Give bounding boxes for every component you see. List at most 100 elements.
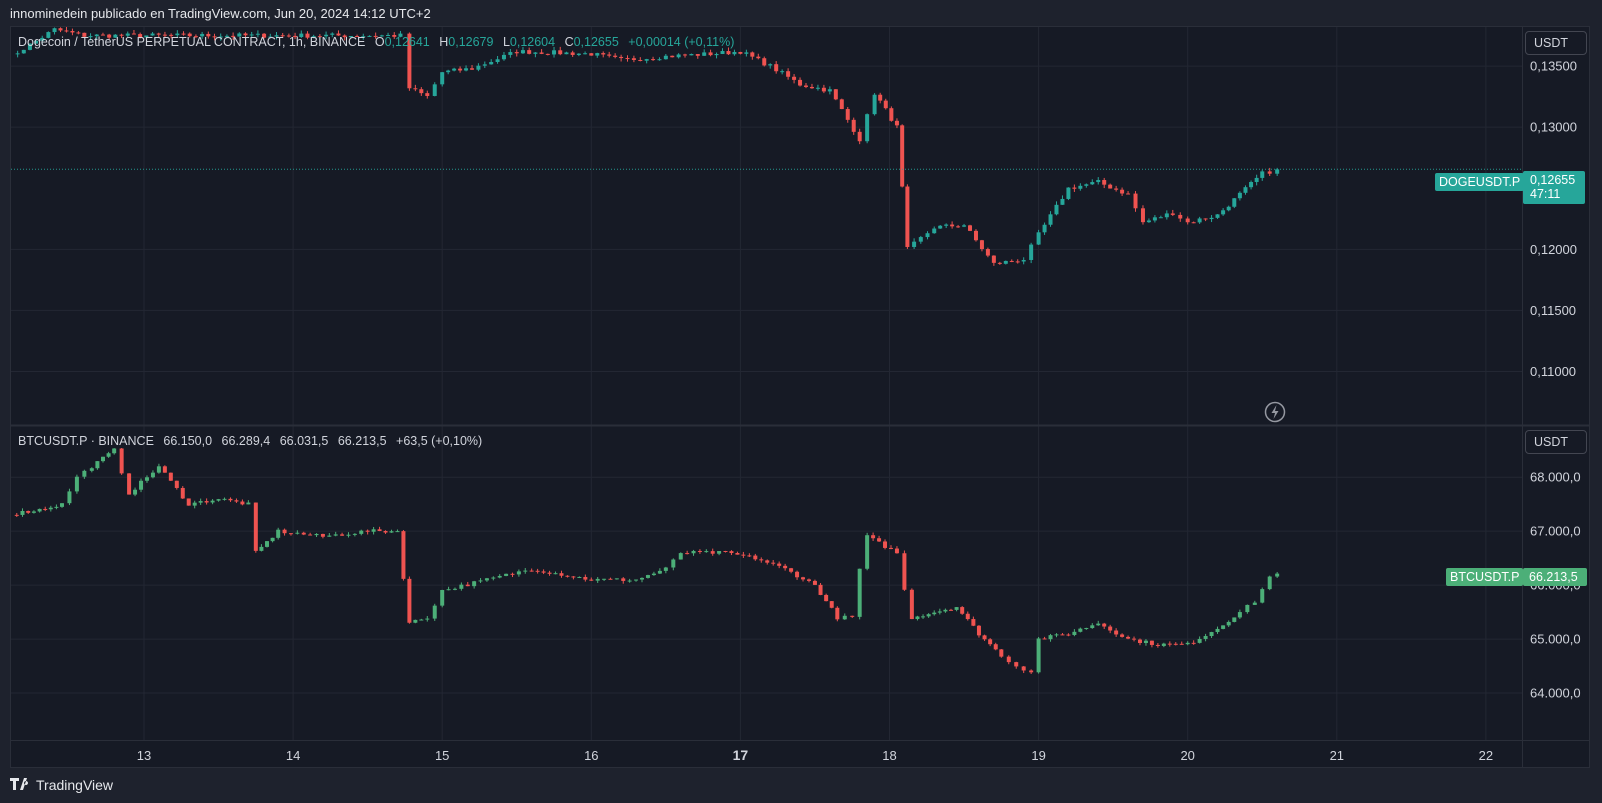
doge-candle-body (1170, 213, 1175, 215)
btc-candle (491, 576, 496, 581)
btc-candle (932, 610, 937, 616)
btc-candle (723, 550, 728, 553)
doge-candle (70, 28, 75, 36)
doge-candle-body (756, 56, 761, 59)
btc-candle-body (1237, 612, 1242, 618)
btc-candle (982, 634, 987, 641)
btc-candle-body (577, 576, 582, 578)
x-tick-label: 20 (1180, 748, 1194, 763)
btc-candle-body (67, 491, 72, 504)
doge-candle (64, 27, 69, 33)
btc-candle-body (909, 589, 914, 620)
doge-candle (663, 53, 668, 60)
doge-candle-body (1221, 210, 1226, 215)
doge-candle-body (317, 36, 322, 38)
doge-candle (576, 53, 581, 57)
doge-candle-body (625, 58, 630, 60)
btc-candle-body (1096, 623, 1101, 626)
doge-candle (570, 50, 575, 57)
btc-candle-body (921, 616, 926, 618)
doge-candle (40, 35, 45, 45)
doge-candle (997, 261, 1002, 265)
doge-candle (336, 30, 341, 36)
btc-candle-body (59, 503, 64, 507)
btc-candle-body (634, 579, 639, 581)
doge-candle (1054, 201, 1059, 216)
btc-candle (865, 532, 870, 571)
btc-candle (1161, 642, 1166, 648)
btc-currency-button[interactable]: USDT (1525, 430, 1587, 454)
btc-candle (516, 569, 521, 577)
btc-candle (697, 549, 702, 554)
y-tick-label: 0,11500 (1530, 303, 1576, 318)
btc-candle-body (144, 477, 149, 481)
btc-candle (180, 486, 185, 500)
btc-candle-body (1260, 589, 1265, 603)
doge-candle-body (956, 226, 961, 228)
doge-candle (169, 33, 174, 39)
doge-candle-body (150, 33, 155, 36)
doge-candle (821, 84, 826, 94)
btc-candle (295, 530, 300, 535)
doge-candle (1084, 183, 1089, 188)
doge-candle-body (432, 84, 437, 96)
doge-candle-body (193, 36, 198, 38)
btc-candle-body (988, 639, 993, 645)
btc-candle (842, 613, 847, 620)
doge-candle-body (156, 33, 161, 35)
btc-candle (89, 467, 94, 473)
doge-candle (1090, 179, 1095, 185)
doge-candle-body (750, 52, 755, 57)
doge-candle-body (15, 53, 20, 55)
doge-symbol-title[interactable]: Dogecoin / TetherUS PERPETUAL CONTRACT, … (18, 35, 366, 49)
btc-candle-body (902, 553, 907, 590)
doge-candle-body (76, 32, 81, 34)
doge-candle-body (324, 34, 329, 37)
doge-candle (407, 32, 412, 91)
btc-candle (139, 478, 144, 493)
btc-candle (282, 528, 287, 536)
btc-candle-body (663, 567, 668, 571)
btc-candle-body (1215, 628, 1220, 633)
doge-currency-button[interactable]: USDT (1525, 31, 1587, 55)
btc-candle (308, 532, 313, 536)
btc-candle (419, 618, 424, 621)
btc-candle (74, 474, 79, 494)
doge-candle (317, 34, 322, 38)
doge-candle-body (857, 131, 862, 142)
btc-candle (150, 470, 155, 479)
btc-candle (812, 579, 817, 585)
doge-candle (845, 106, 850, 123)
btc-candle-body (614, 578, 619, 580)
btc-candle-body (915, 616, 920, 620)
doge-candle (1170, 209, 1175, 217)
y-tick-label: 0,11000 (1530, 364, 1576, 379)
btc-candle (144, 475, 149, 483)
btc-candle-body (523, 570, 528, 572)
btc-candle (1143, 639, 1148, 646)
btc-candle (1149, 640, 1154, 648)
doge-candle-body (237, 33, 242, 37)
doge-change-value: +0,00014 (+0,11%) (628, 35, 735, 49)
doge-candle (113, 34, 118, 38)
doge-candle-body (815, 87, 820, 89)
doge-candle-body (373, 35, 378, 37)
btc-candle-body (74, 476, 79, 492)
doge-candle (1243, 185, 1248, 195)
doge-candle-body (997, 262, 1002, 264)
doge-open-value: 0,12641 (384, 35, 430, 49)
lightning-icon[interactable] (1264, 401, 1286, 423)
doge-candle (1232, 197, 1237, 209)
btc-symbol-title[interactable]: BTCUSDT.P · BINANCE (18, 434, 154, 448)
btc-candle-body (413, 619, 418, 623)
btc-symbol-tag: BTCUSDT.P (1446, 568, 1524, 586)
doge-candle (762, 56, 767, 67)
doge-candle-body (1203, 218, 1208, 220)
doge-candle (900, 124, 905, 188)
btc-candle (1120, 633, 1125, 638)
doge-candle-body (845, 109, 850, 120)
btc-candle (671, 558, 676, 571)
doge-candle (100, 32, 105, 36)
doge-candle-body (1078, 185, 1083, 189)
